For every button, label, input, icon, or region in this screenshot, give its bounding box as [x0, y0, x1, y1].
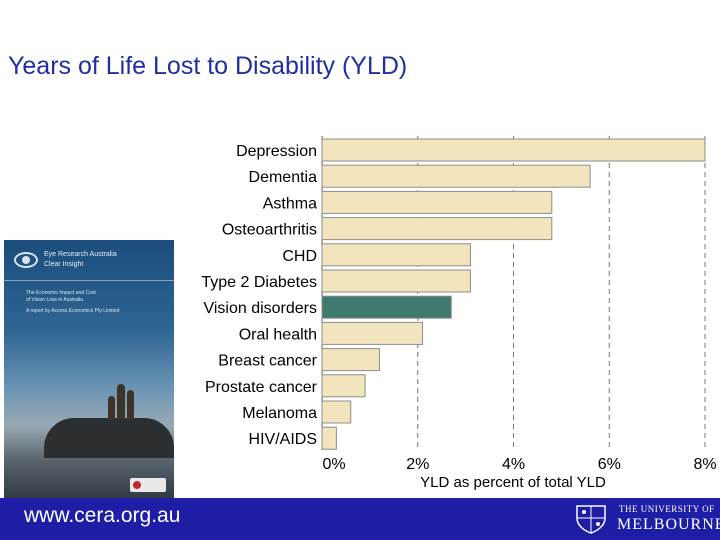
university-name-line1: THE UNIVERSITY OF: [619, 504, 715, 514]
bar-dementia: [321, 164, 591, 188]
cover-brand-line1: Eye Research Australia: [44, 251, 117, 258]
x-tick-label: 0%: [322, 456, 345, 473]
bar-type-2-diabetes: [321, 269, 471, 293]
cover-rocks: [44, 418, 174, 458]
category-label: Asthma: [263, 195, 317, 212]
category-label: Prostate cancer: [205, 379, 318, 396]
bar-asthma: [321, 190, 553, 214]
university-logo: THE UNIVERSITY OF MELBOURNE: [573, 500, 720, 538]
x-tick-label: 6%: [598, 456, 621, 473]
cover-people: [106, 380, 136, 420]
x-tick-labels: 0% 2% 4% 6% 8%: [322, 456, 716, 473]
footer-url[interactable]: www.cera.org.au: [24, 504, 181, 527]
category-label: Type 2 Diabetes: [201, 274, 317, 291]
university-name-line2: MELBOURNE: [617, 516, 720, 533]
bar-hiv-aids: [321, 426, 337, 450]
bar-osteoarthritis: [321, 217, 553, 241]
x-tick-label: 2%: [406, 456, 429, 473]
cover-subheading: A report by Access Economics Pty Limited: [26, 308, 120, 314]
category-label: Osteoarthritis: [222, 222, 317, 239]
cover-brand: Eye Research Australia Clear Insight: [44, 250, 117, 270]
bar-vision-disorders: [321, 295, 452, 319]
footer-bar: www.cera.org.au THE UNIVERSITY OF MELBOU…: [0, 498, 720, 540]
category-label: Melanoma: [242, 405, 317, 422]
crest-icon: [576, 505, 606, 534]
bar-breast-cancer: [321, 348, 380, 372]
report-cover-image: Eye Research Australia Clear Insight The…: [4, 240, 174, 498]
bar-layer: [321, 138, 706, 450]
bar-oral-health: [321, 321, 424, 345]
eye-icon: [14, 252, 38, 268]
category-label: HIV/AIDS: [249, 431, 317, 448]
category-label: Oral health: [239, 326, 317, 343]
cover-brand-line2: Clear Insight: [44, 261, 84, 268]
bar-depression: [321, 138, 706, 162]
slide-title: Years of Life Lost to Disability (YLD): [8, 52, 408, 80]
cover-heading-line1: The Economic Impact and Cost: [26, 290, 96, 296]
cover-heading-line2: of Vision Loss in Australia: [26, 297, 83, 303]
category-label: Depression: [236, 143, 317, 160]
x-axis-label: YLD as percent of total YLD: [420, 474, 606, 491]
grid-layer: [321, 136, 706, 450]
category-label: Vision disorders: [203, 300, 317, 317]
yld-bar-chart: Depression Dementia Asthma Osteoarthritis CH…: [201, 136, 717, 491]
cover-publisher-badge: [130, 478, 166, 492]
x-tick-label: 8%: [693, 456, 716, 473]
category-label: Dementia: [249, 169, 318, 186]
bar-chd: [321, 243, 471, 267]
bar-melanoma: [321, 400, 352, 424]
category-label: Breast cancer: [218, 353, 317, 370]
category-label: CHD: [282, 248, 317, 265]
category-labels: Depression Dementia Asthma Osteoarthritis CH…: [201, 143, 317, 448]
bar-prostate-cancer: [321, 374, 366, 398]
x-tick-label: 4%: [502, 456, 525, 473]
cover-header: Eye Research Australia Clear Insight: [4, 240, 174, 281]
